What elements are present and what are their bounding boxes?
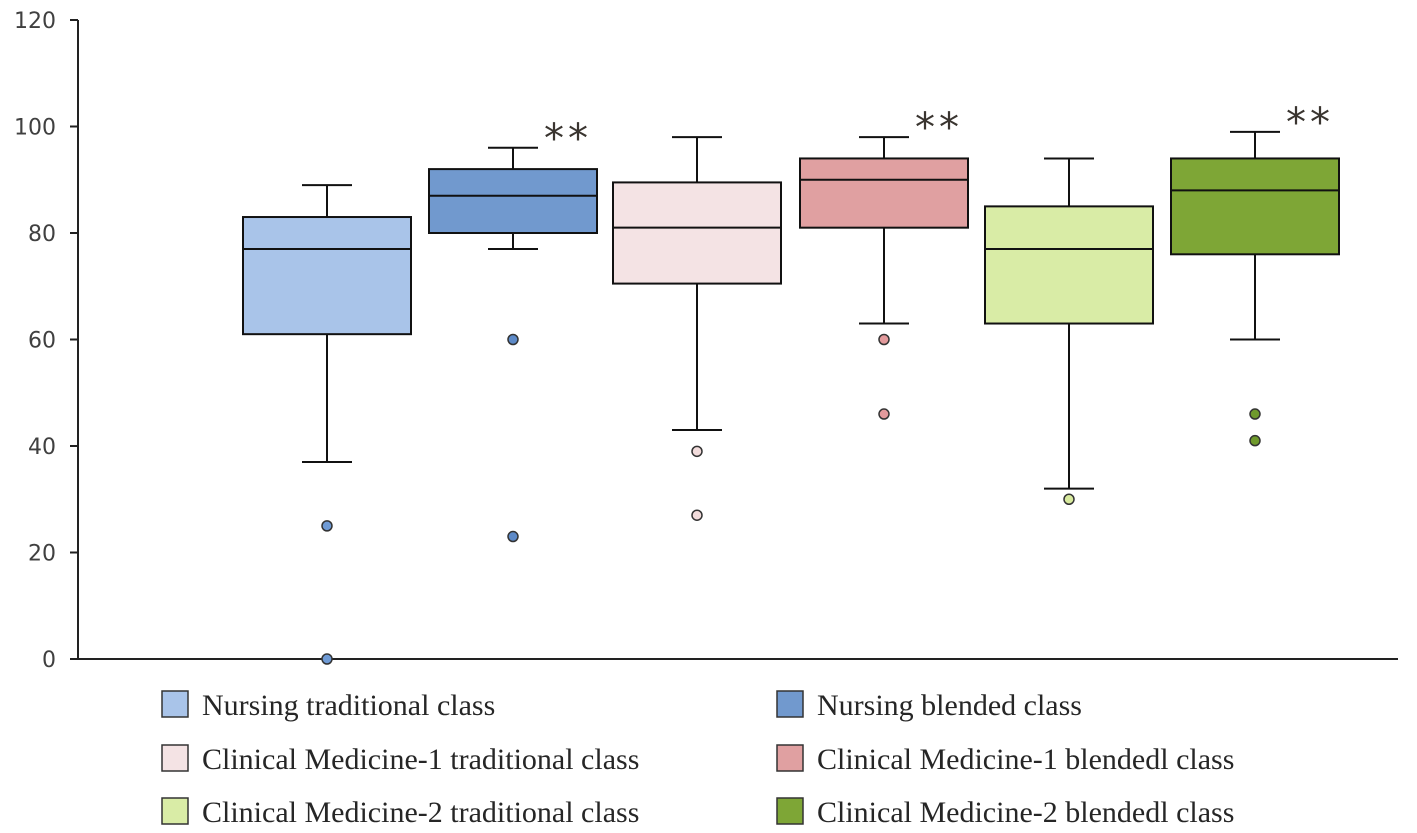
box xyxy=(1170,157,1340,256)
box xyxy=(242,216,412,336)
legend-label: Nursing traditional class xyxy=(202,689,495,722)
significance-marker: ** xyxy=(1286,100,1334,146)
outlier-point xyxy=(1249,408,1261,420)
box xyxy=(428,168,598,235)
outlier-point xyxy=(321,653,333,665)
box xyxy=(799,157,969,229)
outlier-point xyxy=(878,408,890,420)
legend-item: Clinical Medicine-2 traditional class xyxy=(161,796,639,829)
box-group: ** xyxy=(428,116,598,543)
outlier-point xyxy=(691,445,703,458)
outlier-point xyxy=(691,509,703,521)
y-tick-label: 60 xyxy=(28,329,56,354)
legend-item: Clinical Medicine-1 blendedl class xyxy=(776,743,1234,776)
significance-marker: ** xyxy=(915,105,963,151)
outlier-point xyxy=(1063,493,1075,505)
outlier-point xyxy=(1249,434,1261,447)
legend-swatch xyxy=(776,690,804,718)
significance-marker: ** xyxy=(544,116,592,162)
legend-label: Clinical Medicine-1 blendedl class xyxy=(817,743,1234,776)
outlier-point xyxy=(321,520,333,532)
y-tick-label: 0 xyxy=(42,648,56,673)
boxes: ** ** ** xyxy=(242,100,1340,665)
y-tick-label: 40 xyxy=(28,435,56,460)
box-group xyxy=(984,157,1154,505)
legend-swatch xyxy=(776,744,804,772)
box-group xyxy=(242,184,412,665)
legend-swatch xyxy=(776,797,804,825)
legend-label: Clinical Medicine-1 traditional class xyxy=(202,743,639,776)
y-tick-label: 80 xyxy=(28,222,56,247)
legend: Nursing traditional class Nursing blended… xyxy=(161,689,1234,829)
legend-label: Clinical Medicine-2 blendedl class xyxy=(817,796,1234,829)
legend-item: Nursing traditional class xyxy=(161,689,495,722)
y-tick-label: 20 xyxy=(28,542,56,567)
y-tick-label: 100 xyxy=(14,116,56,141)
box-group: ** xyxy=(799,105,969,420)
box xyxy=(984,205,1154,325)
legend-swatch xyxy=(161,744,189,772)
legend-swatch xyxy=(161,797,189,825)
outlier-point xyxy=(878,333,890,346)
legend-label: Clinical Medicine-2 traditional class xyxy=(202,796,639,829)
box-group: ** xyxy=(1170,100,1340,447)
outlier-point xyxy=(507,333,519,346)
axes: 0 20 40 60 80 100 120 xyxy=(14,9,1398,673)
legend-item: Clinical Medicine-1 traditional class xyxy=(161,743,639,776)
outlier-point xyxy=(507,530,519,543)
y-tick-label: 120 xyxy=(14,9,56,34)
legend-item: Nursing blended class xyxy=(776,689,1082,722)
legend-item: Clinical Medicine-2 blendedl class xyxy=(776,796,1234,829)
box-group xyxy=(612,136,782,521)
legend-label: Nursing blended class xyxy=(817,689,1082,722)
legend-swatch xyxy=(161,690,189,718)
box xyxy=(612,181,782,285)
